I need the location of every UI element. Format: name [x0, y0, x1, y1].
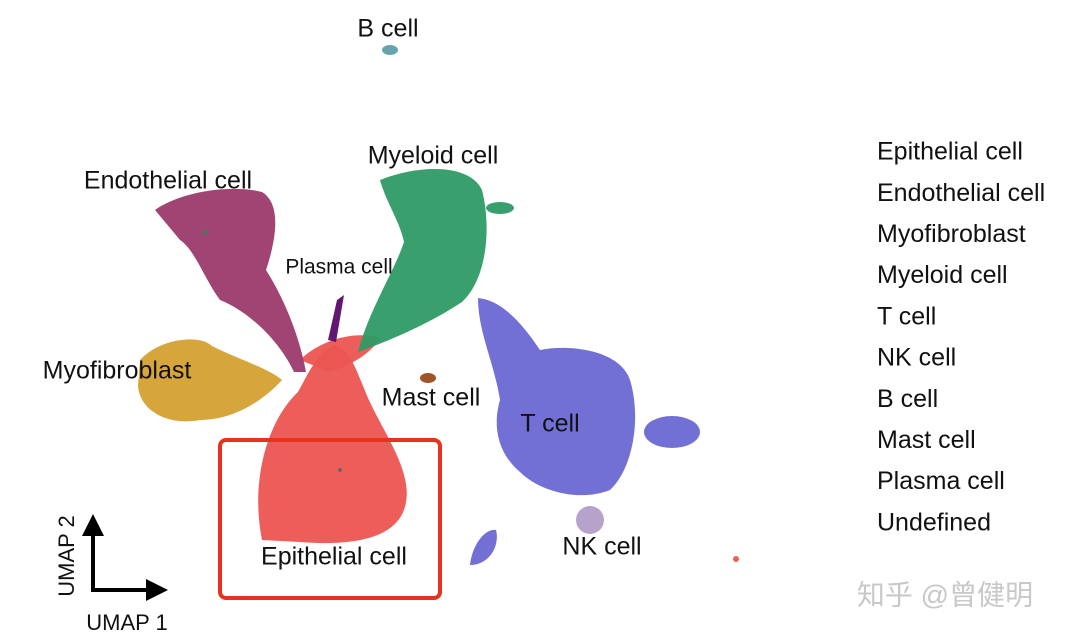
cluster [470, 529, 497, 565]
cluster-label: Myeloid cell [368, 142, 499, 170]
y-arrow-head [82, 514, 104, 536]
cluster [338, 468, 342, 472]
legend-label: Undefined [877, 508, 991, 536]
x-axis-label: UMAP 1 [86, 610, 168, 635]
cluster-label: Myofibroblast [43, 357, 192, 385]
clusters [138, 45, 739, 565]
cluster [644, 416, 700, 448]
cluster-label: Plasma cell [285, 256, 392, 279]
cluster [155, 188, 306, 372]
legend-label: Plasma cell [877, 467, 1005, 495]
cluster [420, 373, 436, 383]
cluster [576, 506, 604, 534]
cluster-label: B cell [357, 15, 418, 43]
cluster [138, 339, 282, 422]
watermark: 知乎 @曾健明 [857, 579, 1033, 610]
cluster [478, 298, 636, 496]
cluster-label: NK cell [562, 533, 641, 561]
cluster [358, 169, 487, 352]
cluster-label: Epithelial cell [261, 543, 407, 571]
cluster [258, 345, 407, 544]
cluster [486, 202, 514, 214]
cluster [202, 229, 208, 235]
cluster-label: Endothelial cell [84, 167, 252, 195]
cluster [382, 45, 398, 55]
y-axis-label: UMAP 2 [54, 515, 79, 597]
legend-label: Myeloid cell [877, 261, 1008, 289]
legend-label: NK cell [877, 344, 956, 372]
annotations: B cell Endothelial cell Myeloid cell Plasma… [43, 15, 642, 571]
legend-label: T cell [877, 302, 936, 330]
cluster [328, 295, 344, 342]
x-arrow-head [146, 579, 168, 601]
cluster [300, 335, 380, 372]
legend-label: Mast cell [877, 426, 976, 454]
cluster-label: Mast cell [382, 384, 481, 412]
cluster-label: T cell [520, 410, 579, 438]
legend: Epithelial cell Endothelial cell Myofibrob… [877, 138, 1045, 537]
highlight-box [218, 438, 442, 600]
legend-label: Myofibroblast [877, 220, 1026, 248]
legend-label: B cell [877, 385, 938, 413]
cluster [733, 556, 739, 562]
legend-label: Endothelial cell [877, 179, 1045, 207]
legend-label: Epithelial cell [877, 138, 1023, 166]
